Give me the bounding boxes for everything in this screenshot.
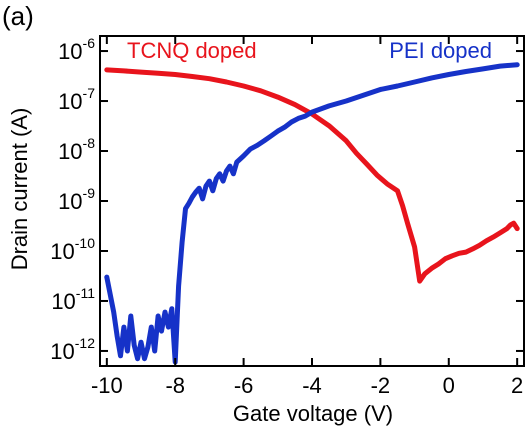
legend: TCNQ doped PEI doped <box>127 38 492 63</box>
panel-label: (a) <box>2 1 34 31</box>
legend-label-pei-doped: PEI doped <box>389 38 492 63</box>
x-tick-label: 2 <box>511 373 523 398</box>
legend-label-tcnq-doped: TCNQ doped <box>127 38 257 63</box>
y-axis-label: Drain current (A) <box>7 108 32 271</box>
y-tick-label: 10-10 <box>50 235 95 264</box>
axes: -10 -8 -6 -4 -2 0 2 10-6 10-7 10-8 10-9 10-10 10-11 1… <box>50 35 525 398</box>
series-line-pei-doped <box>104 62 520 365</box>
y-tick-label: 10-6 <box>58 35 95 64</box>
x-tick-label: 0 <box>443 373 455 398</box>
x-tick-label: -6 <box>234 373 254 398</box>
x-tick-label: -8 <box>165 373 185 398</box>
x-tick-label: -10 <box>91 373 123 398</box>
series-layer <box>104 62 520 365</box>
y-tick-label: 10-7 <box>58 85 95 114</box>
series-line-tcnq-doped <box>104 67 520 284</box>
x-axis-label: Gate voltage (V) <box>233 401 393 426</box>
y-tick-label: 10-12 <box>50 335 95 364</box>
x-tick-label: -4 <box>302 373 322 398</box>
x-tick-label: -2 <box>371 373 391 398</box>
y-tick-label: 10-8 <box>58 135 95 164</box>
y-tick-label: 10-9 <box>58 185 95 214</box>
y-tick-label: 10-11 <box>51 285 95 314</box>
